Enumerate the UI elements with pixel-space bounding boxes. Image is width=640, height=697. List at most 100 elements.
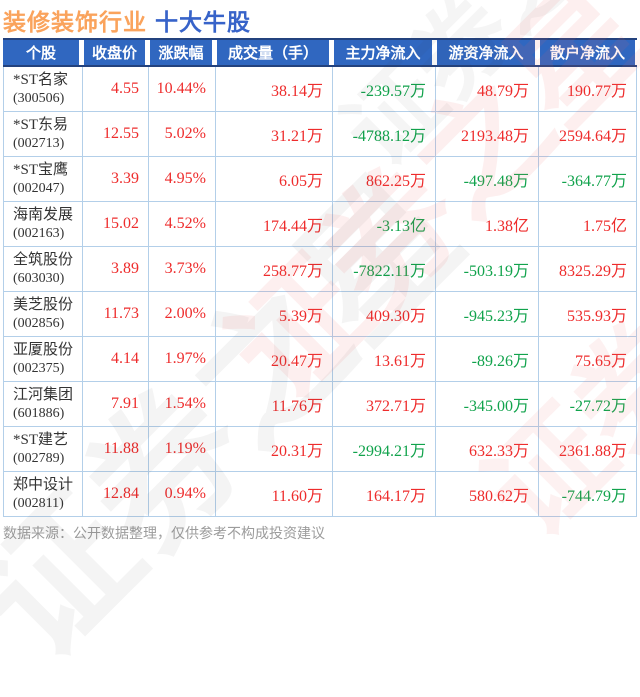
- stock-code: (603030): [13, 270, 65, 286]
- change-percent-cell: 4.52%: [149, 202, 215, 246]
- hot-money-net-inflow-cell: -945.23万: [436, 292, 538, 336]
- close-price-cell: 4.55: [83, 67, 148, 111]
- stock-cell: 美芝股份 (002856): [4, 292, 82, 336]
- close-price-cell: 11.73: [83, 292, 148, 336]
- retail-net-inflow-cell: 8325.29万: [539, 247, 636, 291]
- volume-cell: 5.39万: [216, 292, 332, 336]
- retail-net-inflow-cell: -364.77万: [539, 157, 636, 201]
- main-net-inflow-cell: -2994.21万: [333, 427, 435, 471]
- header-main-net-inflow: 主力净流入: [332, 40, 434, 65]
- close-price-cell: 11.88: [83, 427, 148, 471]
- stock-table: 个股 收盘价 涨跌幅 成交量（手） 主力净流入 游资净流入 散户净流入 *ST名…: [3, 38, 637, 517]
- main-net-inflow-cell: 164.17万: [333, 472, 435, 516]
- close-price-cell: 4.14: [83, 337, 148, 381]
- table-row: 郑中设计 (002811) 12.84 0.94% 11.60万 164.17万 580.6…: [4, 472, 636, 516]
- data-source-note: 数据来源：公开数据整理，仅供参考不构成投资建议: [3, 525, 325, 541]
- stock-name: 海南发展: [13, 206, 74, 223]
- main-net-inflow-cell: 409.30万: [333, 292, 435, 336]
- stock-name: 美芝股份: [13, 296, 74, 313]
- close-price-cell: 3.39: [83, 157, 148, 201]
- close-price-cell: 12.55: [83, 112, 148, 156]
- hot-money-net-inflow-cell: 2193.48万: [436, 112, 538, 156]
- stock-cell: 全筑股份 (603030): [4, 247, 82, 291]
- stock-cell: 亚厦股份 (002375): [4, 337, 82, 381]
- stock-code: (002375): [13, 360, 65, 376]
- stock-cell: 海南发展 (002163): [4, 202, 82, 246]
- main-net-inflow-cell: 372.71万: [333, 382, 435, 426]
- table-row: *ST东易 (002713) 12.55 5.02% 31.21万 -4788.12万 21…: [4, 112, 636, 156]
- stock-code: (002047): [13, 180, 65, 196]
- table-row: *ST建艺 (002789) 11.88 1.19% 20.31万 -2994.21万 63…: [4, 427, 636, 471]
- volume-cell: 20.47万: [216, 337, 332, 381]
- hot-money-net-inflow-cell: 48.79万: [436, 67, 538, 111]
- retail-net-inflow-cell: 75.65万: [539, 337, 636, 381]
- stock-code: (601886): [13, 405, 65, 421]
- change-percent-cell: 5.02%: [149, 112, 215, 156]
- retail-net-inflow-cell: 2594.64万: [539, 112, 636, 156]
- stock-name: *ST东易: [13, 116, 69, 133]
- volume-cell: 174.44万: [216, 202, 332, 246]
- stock-name: 亚厦股份: [13, 341, 74, 358]
- stock-code: (002713): [13, 135, 65, 151]
- hot-money-net-inflow-cell: 632.33万: [436, 427, 538, 471]
- hot-money-net-inflow-cell: 580.62万: [436, 472, 538, 516]
- table-header-row: 个股 收盘价 涨跌幅 成交量（手） 主力净流入 游资净流入 散户净流入: [3, 38, 637, 67]
- header-change-percent: 涨跌幅: [148, 40, 214, 65]
- main-net-inflow-cell: 862.25万: [333, 157, 435, 201]
- stock-code: (002856): [13, 315, 65, 331]
- change-percent-cell: 3.73%: [149, 247, 215, 291]
- change-percent-cell: 2.00%: [149, 292, 215, 336]
- table-row: *ST宝鹰 (002047) 3.39 4.95% 6.05万 862.25万 -497.4…: [4, 157, 636, 201]
- header-retail-net-inflow: 散户净流入: [538, 40, 635, 65]
- volume-cell: 6.05万: [216, 157, 332, 201]
- volume-cell: 38.14万: [216, 67, 332, 111]
- stock-name: *ST建艺: [13, 431, 69, 448]
- retail-net-inflow-cell: -744.79万: [539, 472, 636, 516]
- table-row: *ST名家 (300506) 4.55 10.44% 38.14万 -239.57万 48.…: [4, 67, 636, 111]
- header-close-price: 收盘价: [82, 40, 147, 65]
- change-percent-cell: 0.94%: [149, 472, 215, 516]
- stock-name: *ST宝鹰: [13, 161, 69, 178]
- retail-net-inflow-cell: 190.77万: [539, 67, 636, 111]
- hot-money-net-inflow-cell: 1.38亿: [436, 202, 538, 246]
- change-percent-cell: 1.97%: [149, 337, 215, 381]
- stock-name: 郑中设计: [13, 476, 74, 493]
- header-stock: 个股: [3, 40, 81, 65]
- close-price-cell: 3.89: [83, 247, 148, 291]
- page-title: 装修装饰行业 十大牛股: [3, 3, 251, 37]
- retail-net-inflow-cell: 535.93万: [539, 292, 636, 336]
- change-percent-cell: 1.54%: [149, 382, 215, 426]
- main-net-inflow-cell: -239.57万: [333, 67, 435, 111]
- change-percent-cell: 1.19%: [149, 427, 215, 471]
- main-net-inflow-cell: 13.61万: [333, 337, 435, 381]
- main-net-inflow-cell: -7822.11万: [333, 247, 435, 291]
- title-industry: 装修装饰行业: [3, 9, 147, 35]
- close-price-cell: 15.02: [83, 202, 148, 246]
- hot-money-net-inflow-cell: -345.00万: [436, 382, 538, 426]
- hot-money-net-inflow-cell: -503.19万: [436, 247, 538, 291]
- volume-cell: 31.21万: [216, 112, 332, 156]
- stock-code: (002789): [13, 450, 65, 466]
- stock-cell: *ST宝鹰 (002047): [4, 157, 82, 201]
- stock-code: (002163): [13, 225, 65, 241]
- change-percent-cell: 4.95%: [149, 157, 215, 201]
- stock-cell: *ST东易 (002713): [4, 112, 82, 156]
- stock-name: 江河集团: [13, 386, 74, 403]
- table-row: 海南发展 (002163) 15.02 4.52% 174.44万 -3.13亿 1.38亿…: [4, 202, 636, 246]
- header-volume: 成交量（手）: [215, 40, 331, 65]
- close-price-cell: 12.84: [83, 472, 148, 516]
- stock-cell: *ST名家 (300506): [4, 67, 82, 111]
- main-net-inflow-cell: -3.13亿: [333, 202, 435, 246]
- hot-money-net-inflow-cell: -89.26万: [436, 337, 538, 381]
- stock-cell: 郑中设计 (002811): [4, 472, 82, 516]
- table-row: 亚厦股份 (002375) 4.14 1.97% 20.47万 13.61万 -89.26万…: [4, 337, 636, 381]
- volume-cell: 11.76万: [216, 382, 332, 426]
- retail-net-inflow-cell: -27.72万: [539, 382, 636, 426]
- title-suffix: 十大牛股: [155, 9, 251, 35]
- stock-name: 全筑股份: [13, 251, 74, 268]
- volume-cell: 11.60万: [216, 472, 332, 516]
- stock-code: (300506): [13, 90, 65, 106]
- table-row: 全筑股份 (603030) 3.89 3.73% 258.77万 -7822.11万 -50…: [4, 247, 636, 291]
- change-percent-cell: 10.44%: [149, 67, 215, 111]
- table-row: 美芝股份 (002856) 11.73 2.00% 5.39万 409.30万 -945.2…: [4, 292, 636, 336]
